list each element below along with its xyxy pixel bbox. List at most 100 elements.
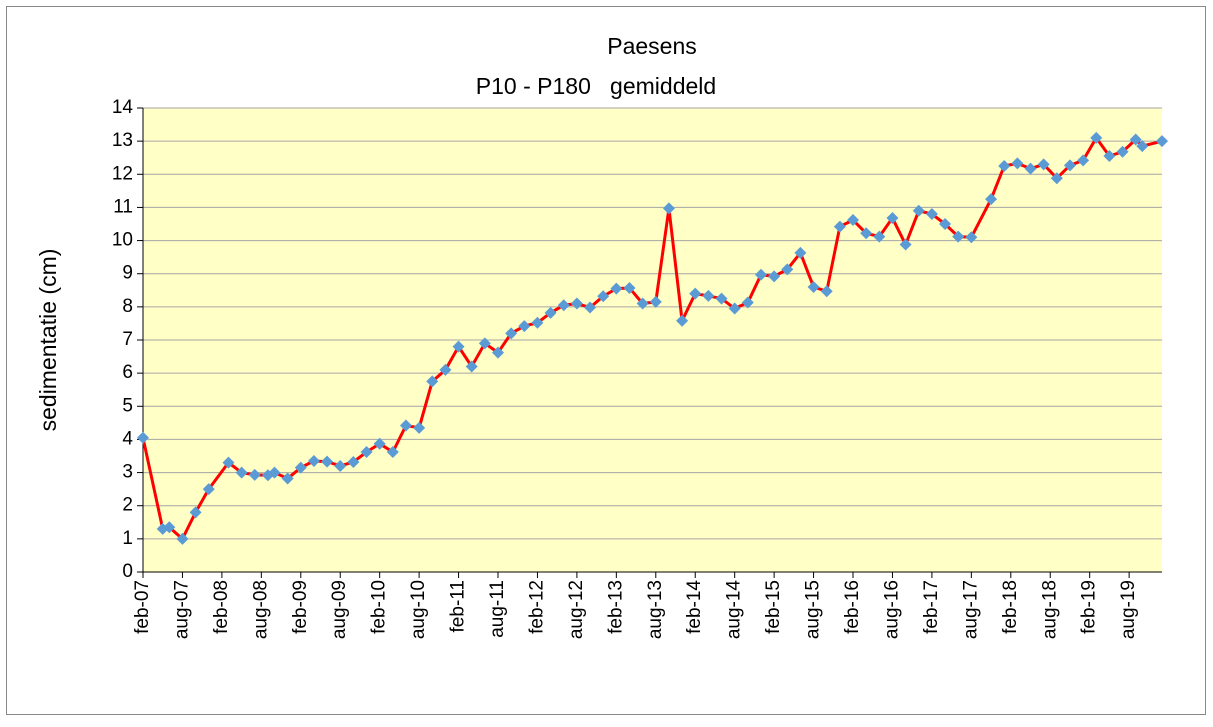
y-tick-label: 6	[122, 362, 133, 383]
data-point	[676, 314, 689, 327]
y-tick-label: 4	[122, 428, 133, 449]
data-point	[1037, 158, 1050, 171]
data-point	[222, 456, 235, 469]
data-point	[518, 320, 531, 333]
data-point	[413, 421, 426, 434]
data-point	[163, 521, 176, 534]
x-tick-label: aug-08	[250, 580, 271, 639]
x-tick-label: feb-11	[448, 580, 469, 632]
y-tick-label: 0	[122, 561, 133, 582]
data-point	[1103, 150, 1116, 163]
x-tick-label: feb-07	[132, 580, 153, 634]
x-tick-label: aug-10	[408, 580, 429, 639]
x-tick-label: feb-13	[605, 580, 626, 634]
y-tick-label: 12	[112, 163, 133, 184]
x-tick-label: aug-14	[724, 580, 745, 640]
data-point	[623, 281, 636, 294]
data-point	[715, 292, 728, 305]
data-point	[1050, 172, 1063, 185]
data-point	[176, 532, 189, 545]
data-point	[807, 280, 820, 293]
data-point	[1011, 157, 1024, 170]
y-tick-label: 7	[122, 329, 133, 350]
data-point	[794, 246, 807, 259]
x-tick-label: feb-19	[1079, 580, 1100, 634]
data-point	[662, 202, 675, 215]
data-point	[847, 214, 860, 227]
y-tick-label: 5	[122, 395, 133, 416]
data-point	[998, 160, 1011, 172]
data-point	[235, 466, 248, 479]
x-tick-label: feb-18	[1000, 580, 1021, 634]
chart-title: Paesens	[607, 33, 697, 59]
data-point	[452, 340, 465, 353]
data-point	[1077, 154, 1090, 167]
data-point	[899, 238, 912, 251]
y-axis-label: sedimentatie (cm)	[35, 249, 61, 432]
x-tick-label: aug-19	[1118, 580, 1139, 639]
data-point	[347, 455, 360, 468]
data-point	[952, 230, 965, 243]
x-tick-label: aug-18	[1039, 580, 1060, 639]
data-point	[281, 472, 294, 485]
data-point	[702, 289, 715, 302]
x-tick-label: aug-09	[329, 580, 350, 639]
data-point	[728, 302, 741, 315]
data-point	[505, 327, 518, 340]
data-point	[321, 455, 334, 468]
data-point	[294, 461, 307, 474]
data-point	[1024, 162, 1037, 175]
y-tick-label: 1	[122, 528, 133, 549]
data-point	[754, 268, 767, 281]
data-point	[636, 297, 649, 310]
data-point	[1136, 140, 1149, 153]
x-tick-label: aug-17	[960, 580, 981, 639]
data-point	[307, 454, 320, 467]
data-point	[360, 446, 373, 459]
data-point	[768, 270, 781, 283]
data-point	[597, 290, 610, 303]
y-tick-label: 13	[112, 130, 133, 151]
data-point	[492, 346, 505, 359]
x-tick-label: feb-14	[684, 580, 705, 634]
data-point	[741, 296, 754, 309]
data-point	[544, 306, 557, 319]
x-tick-label: aug-13	[645, 580, 666, 639]
data-point	[886, 212, 899, 225]
data-point	[925, 208, 938, 221]
data-point	[610, 282, 623, 295]
data-point	[570, 297, 583, 310]
data-point	[965, 231, 978, 244]
data-point	[426, 375, 439, 388]
y-tick-label: 3	[122, 462, 133, 483]
y-tick-label: 11	[113, 196, 133, 217]
data-point	[985, 193, 998, 206]
data-point	[781, 263, 794, 276]
x-tick-label: aug-07	[171, 580, 192, 639]
data-point	[268, 466, 281, 479]
x-tick-label: feb-09	[290, 580, 311, 634]
data-point	[399, 419, 412, 432]
x-tick-label: aug-16	[881, 580, 902, 639]
data-point	[189, 506, 202, 519]
data-point	[386, 446, 399, 459]
data-point	[1156, 135, 1168, 148]
x-tick-label: aug-12	[566, 580, 587, 639]
data-point	[334, 459, 347, 472]
data-point	[478, 337, 491, 350]
data-point	[465, 360, 478, 373]
data-point	[531, 316, 544, 329]
x-tick-label: feb-17	[921, 580, 942, 634]
x-tick-label: feb-16	[842, 580, 863, 634]
data-point	[439, 363, 452, 376]
data-point	[1090, 131, 1103, 144]
data-point	[373, 437, 386, 450]
data-point	[1116, 145, 1129, 158]
data-point	[820, 285, 833, 298]
y-tick-label: 9	[122, 263, 133, 284]
data-point	[1129, 133, 1142, 146]
x-tick-label: feb-12	[526, 580, 547, 634]
data-point	[137, 431, 149, 444]
x-tick-label: feb-10	[369, 580, 390, 634]
